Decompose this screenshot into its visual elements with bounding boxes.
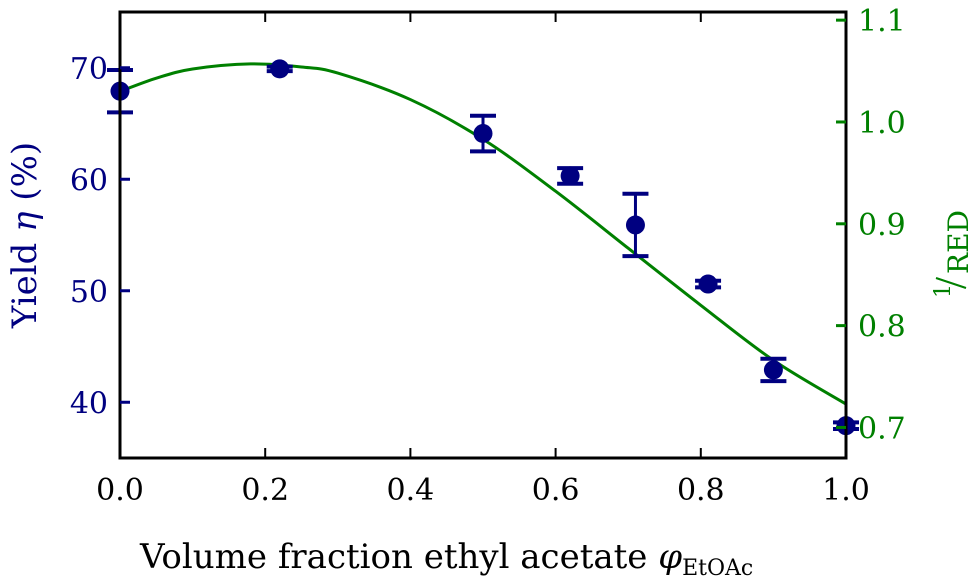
y-tick-label: 60 <box>70 163 108 198</box>
data-marker <box>625 215 645 235</box>
data-point <box>760 356 787 384</box>
data-point <box>470 113 496 154</box>
y2-tick-label: 0.7 <box>858 411 906 446</box>
x-axis-label: Volume fraction ethyl acetate φEtOAc <box>139 537 753 581</box>
y2-axis-label-denominator: RED <box>942 210 975 274</box>
y2-axis-label-slash <box>935 277 967 289</box>
x-tick-label: 0.8 <box>677 473 725 508</box>
y-tick-label: 40 <box>70 386 108 421</box>
y-tick-label: 50 <box>70 275 108 310</box>
data-marker <box>560 166 580 186</box>
y2-tick-label: 1.0 <box>858 106 906 141</box>
x-tick-label: 0.6 <box>532 473 580 508</box>
data-marker <box>698 274 718 294</box>
y-axis-label-unit: (%) <box>5 142 45 201</box>
y-axis-label-symbol: η <box>5 211 45 232</box>
data-point <box>266 59 293 79</box>
y-tick-label: 70 <box>70 52 108 87</box>
data-marker <box>763 360 783 380</box>
data-marker <box>270 59 290 79</box>
y2-axis-label-numerator: 1 <box>931 284 956 298</box>
x-tick-label: 0.2 <box>241 473 289 508</box>
x-tick-label: 0.4 <box>387 473 435 508</box>
ticks: 0.0 0.2 0.4 0.6 0.8 1.0 40 50 60 70 0.7 0.8 0.9 1.0 1.… <box>70 4 906 508</box>
data-point <box>557 166 584 186</box>
data-point <box>622 191 649 259</box>
x-tick-label: 0.0 <box>96 473 144 508</box>
x-axis-label-subscript: EtOAc <box>682 556 753 581</box>
data-point <box>695 274 722 294</box>
inverse-red-curve <box>119 62 847 406</box>
y2-axis-label: 1 RED <box>931 210 975 298</box>
y-axis-label-text: Yield <box>5 243 45 329</box>
y2-tick-label: 0.8 <box>858 310 906 345</box>
plot-frame <box>118 10 848 460</box>
y2-tick-label: 0.9 <box>858 208 906 243</box>
plot-marks <box>107 59 859 436</box>
x-tick-label: 1.0 <box>822 473 870 508</box>
data-marker <box>473 124 493 144</box>
y2-tick-label: 1.1 <box>858 4 906 39</box>
x-axis-label-symbol: φ <box>658 537 682 577</box>
x-axis-label-text: Volume fraction ethyl acetate <box>139 537 647 577</box>
y-axis-label: Yield η (%) <box>5 142 45 329</box>
